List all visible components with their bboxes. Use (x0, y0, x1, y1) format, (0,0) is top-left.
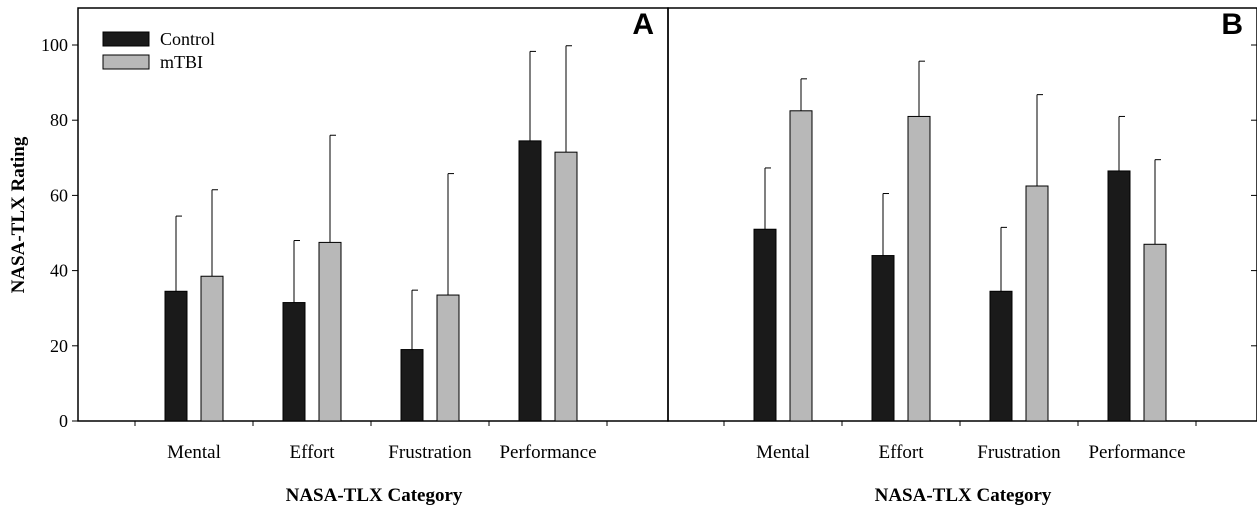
bar-b-control-mental (753, 228, 777, 422)
legend-swatch-mtbi (102, 54, 150, 70)
x-tick-label: Frustration (977, 442, 1061, 463)
legend-label-mtbi: mTBI (160, 52, 203, 72)
panel-frame-b (667, 7, 1257, 422)
x-tick-label: Performance (499, 442, 596, 463)
bar-a-mtbi-performance (554, 151, 578, 422)
panel-label-a: A (632, 8, 654, 41)
x-tick-label: Mental (167, 442, 221, 463)
x-tick-label: Effort (289, 442, 335, 463)
y-axis-title: NASA-TLX Rating (8, 136, 29, 293)
y-tick-label: 80 (50, 110, 68, 130)
x-axis-title-panel-a: NASA-TLX Category (286, 485, 463, 506)
bar-a-mtbi-effort (318, 241, 342, 422)
bar-a-control-frustration (400, 349, 424, 422)
y-tick-label: 40 (50, 261, 68, 281)
bar-a-control-performance (518, 140, 542, 422)
y-tick-label: 20 (50, 336, 68, 356)
bar-b-mtbi-effort (907, 115, 931, 422)
legend-label-control: Control (160, 29, 215, 49)
bar-b-mtbi-performance (1143, 243, 1167, 422)
x-tick-label: Mental (756, 442, 810, 463)
bar-b-mtbi-mental (789, 110, 813, 422)
x-axis-title-panel-b: NASA-TLX Category (875, 485, 1052, 506)
bar-b-control-effort (871, 255, 895, 422)
panel-label-b: B (1221, 8, 1243, 41)
bar-a-control-effort (282, 302, 306, 422)
bar-a-mtbi-mental (200, 275, 224, 422)
x-tick-label: Performance (1088, 442, 1185, 463)
y-tick-label: 100 (41, 35, 68, 55)
bar-a-control-mental (164, 290, 188, 422)
bar-a-mtbi-frustration (436, 294, 460, 422)
y-tick-label: 0 (59, 411, 68, 431)
x-tick-label: Effort (878, 442, 924, 463)
bar-b-control-frustration (989, 290, 1013, 422)
y-tick-label: 60 (50, 185, 68, 205)
x-tick-label: Frustration (388, 442, 472, 463)
bar-b-control-performance (1107, 170, 1131, 422)
bar-b-mtbi-frustration (1025, 185, 1049, 422)
legend-swatch-control (102, 31, 150, 47)
